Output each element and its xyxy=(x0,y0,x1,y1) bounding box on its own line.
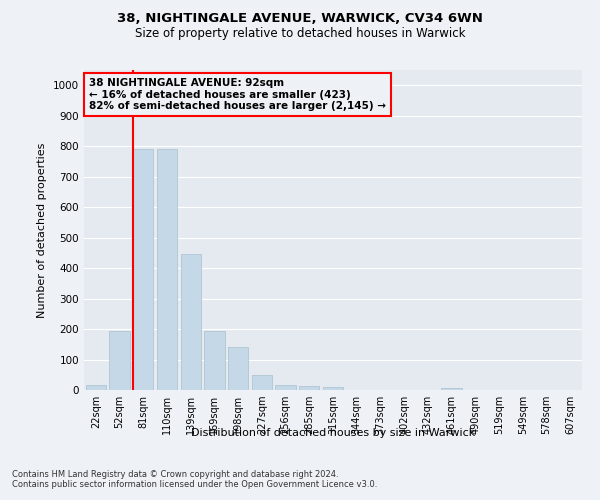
Bar xyxy=(157,149,177,390)
Bar xyxy=(252,375,272,390)
Bar xyxy=(86,384,106,390)
Bar xyxy=(228,346,248,390)
Bar xyxy=(205,330,224,390)
Y-axis label: Number of detached properties: Number of detached properties xyxy=(37,142,47,318)
Bar xyxy=(323,387,343,390)
Text: 38 NIGHTINGALE AVENUE: 92sqm
← 16% of detached houses are smaller (423)
82% of s: 38 NIGHTINGALE AVENUE: 92sqm ← 16% of de… xyxy=(89,78,386,111)
Bar xyxy=(275,386,296,390)
Bar xyxy=(181,254,201,390)
Bar xyxy=(299,386,319,390)
Bar xyxy=(133,149,154,390)
Bar xyxy=(442,388,461,390)
Text: Size of property relative to detached houses in Warwick: Size of property relative to detached ho… xyxy=(135,28,465,40)
Text: Distribution of detached houses by size in Warwick: Distribution of detached houses by size … xyxy=(191,428,475,438)
Text: Contains HM Land Registry data © Crown copyright and database right 2024.
Contai: Contains HM Land Registry data © Crown c… xyxy=(12,470,377,490)
Bar xyxy=(109,330,130,390)
Text: 38, NIGHTINGALE AVENUE, WARWICK, CV34 6WN: 38, NIGHTINGALE AVENUE, WARWICK, CV34 6W… xyxy=(117,12,483,26)
